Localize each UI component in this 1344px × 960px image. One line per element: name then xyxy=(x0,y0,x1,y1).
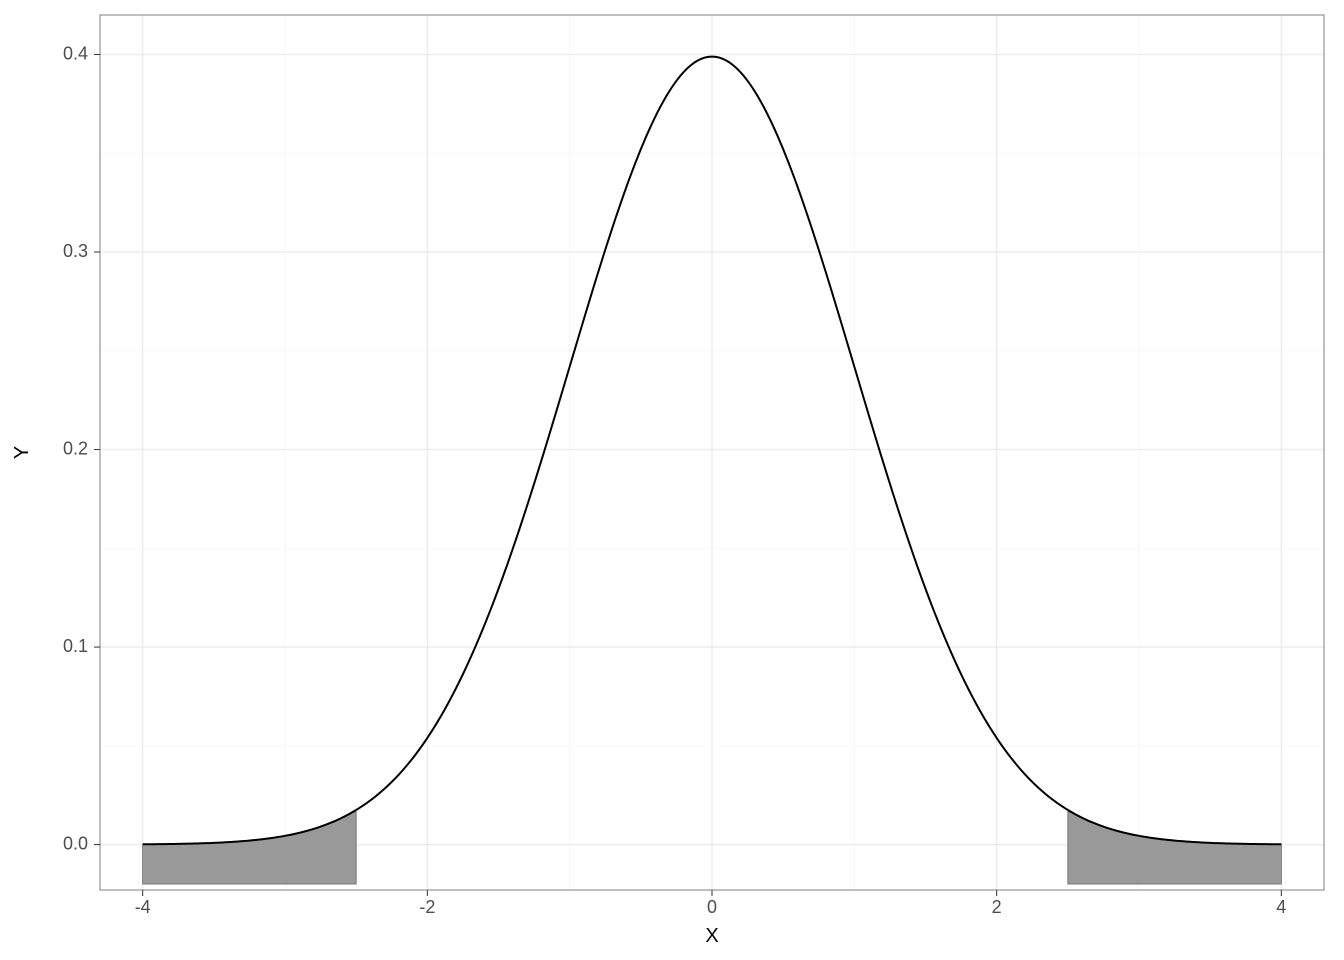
normal-distribution-chart: -4 -2 0 2 4 0.0 0.1 0.2 0.3 0.4 X Y xyxy=(0,0,1344,960)
x-tick-label: 0 xyxy=(707,897,717,917)
y-tick-label: 0.1 xyxy=(63,636,88,656)
y-tick-label: 0.2 xyxy=(63,438,88,458)
x-tick-label: -4 xyxy=(135,897,151,917)
y-axis-ticks: 0.0 0.1 0.2 0.3 0.4 xyxy=(63,43,100,853)
y-tick-label: 0.3 xyxy=(63,241,88,261)
y-axis-title: Y xyxy=(11,446,33,459)
x-axis-ticks: -4 -2 0 2 4 xyxy=(135,890,1287,917)
y-tick-label: 0.4 xyxy=(63,43,88,63)
x-tick-label: -2 xyxy=(419,897,435,917)
y-tick-label: 0.0 xyxy=(63,833,88,853)
x-tick-label: 2 xyxy=(992,897,1002,917)
x-tick-label: 4 xyxy=(1276,897,1286,917)
chart-container: -4 -2 0 2 4 0.0 0.1 0.2 0.3 0.4 X Y xyxy=(0,0,1344,960)
x-axis-title: X xyxy=(705,925,718,947)
